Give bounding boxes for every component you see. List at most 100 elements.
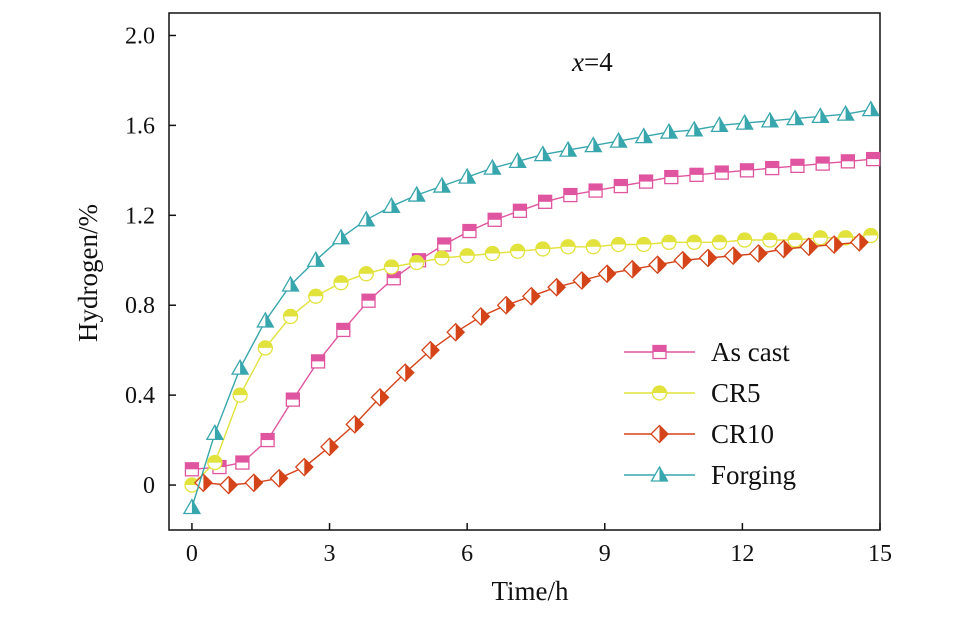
data-point-cr5-fill bbox=[207, 455, 222, 463]
data-point-forging-fill bbox=[366, 211, 375, 226]
data-point-cr5-fill bbox=[863, 228, 878, 236]
y-tick-label: 0.4 bbox=[125, 383, 155, 409]
data-point-forging-fill bbox=[441, 178, 450, 193]
data-point-forging-fill bbox=[265, 312, 274, 327]
data-point-cr10-fill bbox=[354, 415, 364, 433]
data-point-cr10-fill bbox=[304, 458, 313, 476]
data-point-cr5-fill bbox=[762, 233, 777, 241]
data-point-as-cast-fill bbox=[589, 184, 603, 191]
data-point-cr10-fill bbox=[783, 240, 793, 258]
data-point-forging-fill bbox=[391, 198, 400, 213]
data-point-cr10-fill bbox=[455, 323, 465, 341]
data-point-cr5-fill bbox=[636, 237, 651, 245]
x-tick-label: 12 bbox=[730, 541, 754, 567]
data-point-cr10-fill bbox=[733, 247, 742, 265]
x-tick-label: 6 bbox=[461, 541, 473, 567]
data-point-forging-fill bbox=[618, 133, 627, 148]
annotation: x=4 bbox=[571, 47, 613, 77]
data-point-cr10-fill bbox=[279, 469, 288, 487]
data-point-cr5-fill bbox=[611, 237, 626, 245]
data-point-as-cast-fill bbox=[639, 175, 653, 182]
data-point-cr10-fill bbox=[682, 251, 692, 269]
data-point-forging-fill bbox=[668, 124, 677, 139]
legend-marker-fill bbox=[653, 345, 666, 352]
data-point-cr10-fill bbox=[228, 476, 238, 494]
data-point-cr5-fill bbox=[384, 260, 399, 268]
data-point-as-cast-fill bbox=[462, 224, 476, 232]
data-point-forging-fill bbox=[467, 169, 476, 184]
data-point-forging-fill bbox=[315, 252, 324, 267]
data-point-cr5-fill bbox=[737, 233, 752, 241]
data-point-as-cast-fill bbox=[488, 213, 502, 220]
legend: As cast CR5 CR10 Forging bbox=[624, 337, 796, 490]
data-point-cr5-fill bbox=[586, 239, 601, 247]
data-point-forging-fill bbox=[568, 142, 577, 157]
data-point-forging-fill bbox=[795, 110, 804, 125]
series-line-as-cast bbox=[191, 158, 874, 470]
data-point-cr5-fill bbox=[283, 309, 298, 317]
data-point-cr5-fill bbox=[258, 340, 273, 348]
data-point-as-cast-fill bbox=[336, 323, 350, 330]
data-point-cr5-fill bbox=[359, 266, 374, 274]
data-point-as-cast-fill bbox=[185, 462, 199, 470]
x-tick-label: 9 bbox=[599, 541, 611, 567]
data-point-as-cast-fill bbox=[715, 166, 729, 173]
data-point-as-cast-fill bbox=[790, 159, 804, 166]
data-point-cr10-fill bbox=[808, 238, 818, 256]
data-point-cr5-fill bbox=[510, 244, 525, 252]
data-point-forging-fill bbox=[744, 115, 753, 130]
data-point-cr10-fill bbox=[707, 249, 717, 267]
data-point-cr5-fill bbox=[460, 248, 475, 256]
data-point-cr10-fill bbox=[430, 341, 439, 359]
data-point-cr10-fill bbox=[329, 438, 339, 456]
data-point-as-cast-fill bbox=[362, 294, 376, 301]
data-point-as-cast-fill bbox=[841, 154, 855, 162]
x-tick-label: 0 bbox=[186, 541, 198, 567]
data-point-as-cast-fill bbox=[690, 168, 704, 175]
data-point-forging-fill bbox=[820, 108, 829, 123]
legend-item-cr5: CR5 bbox=[624, 378, 761, 408]
data-point-as-cast-fill bbox=[437, 238, 451, 245]
data-point-cr5-fill bbox=[485, 246, 500, 254]
legend-marker-fill bbox=[659, 467, 668, 481]
series-layer bbox=[182, 100, 881, 515]
legend-item-forging: Forging bbox=[624, 460, 796, 490]
data-point-cr10-fill bbox=[834, 236, 843, 254]
data-point-as-cast-fill bbox=[740, 163, 754, 171]
data-point-forging-fill bbox=[719, 117, 728, 132]
x-tick-label: 3 bbox=[324, 541, 336, 567]
data-point-cr10-fill bbox=[581, 271, 591, 289]
data-point-cr10-fill bbox=[607, 265, 616, 283]
axis-ticks: 0 3 6 9 12 15 0 0.4 0.8 1.2 1.6 2.0 bbox=[125, 23, 892, 567]
plot-frame bbox=[168, 12, 881, 531]
data-point-forging-fill bbox=[341, 229, 350, 244]
y-tick-label: 1.2 bbox=[125, 203, 155, 229]
data-point-cr10-fill bbox=[758, 245, 767, 263]
data-point-cr5-fill bbox=[712, 235, 727, 243]
data-point-forging-fill bbox=[542, 146, 551, 161]
data-point-forging-fill bbox=[517, 153, 526, 168]
data-point-as-cast-fill bbox=[387, 271, 401, 279]
data-point-cr5-fill bbox=[308, 289, 323, 297]
data-point-cr10-fill bbox=[480, 307, 490, 325]
data-point-forging-fill bbox=[416, 187, 425, 202]
data-point-forging-fill bbox=[240, 360, 249, 375]
annotation-variable: x bbox=[571, 47, 584, 77]
data-point-cr10-fill bbox=[380, 388, 389, 406]
data-point-forging-fill bbox=[191, 499, 200, 514]
series-line-forging bbox=[191, 109, 871, 508]
data-point-cr5-fill bbox=[334, 275, 349, 283]
series-cr5 bbox=[184, 227, 879, 493]
data-point-forging-fill bbox=[845, 106, 854, 121]
data-point-cr5-fill bbox=[535, 242, 550, 250]
y-tick-label: 1.6 bbox=[125, 113, 155, 139]
data-point-cr5-fill bbox=[838, 230, 853, 238]
data-point-as-cast-fill bbox=[765, 161, 779, 169]
y-axis-label: Hydrogen/% bbox=[73, 204, 103, 342]
data-point-cr10-fill bbox=[632, 260, 641, 278]
data-point-as-cast-fill bbox=[286, 393, 300, 400]
data-point-cr10-fill bbox=[859, 233, 868, 251]
data-point-cr5-fill bbox=[561, 239, 576, 247]
x-tick-label: 15 bbox=[868, 541, 892, 567]
